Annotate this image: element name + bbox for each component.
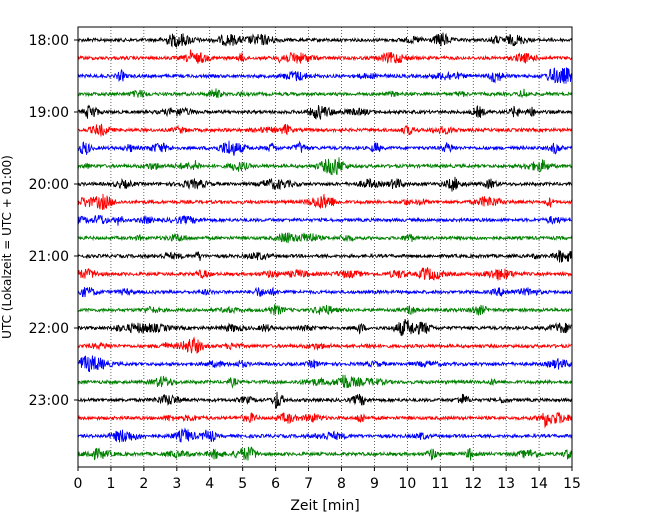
trace-2130 — [77, 286, 573, 298]
trace-2100 — [77, 249, 573, 263]
trace-1945 — [77, 157, 573, 176]
trace-2015 — [77, 193, 573, 210]
x-tick-label: 5 — [238, 476, 247, 492]
x-tick-label: 4 — [205, 476, 214, 492]
seismic-traces — [77, 32, 573, 461]
y-tick-label: 21:00 — [29, 249, 69, 265]
x-tick-label: 12 — [464, 476, 482, 492]
plot-frame — [77, 26, 573, 468]
trace-1915 — [77, 123, 573, 137]
grid-lines — [110, 27, 540, 467]
y-tick-label: 22:00 — [29, 321, 69, 337]
trace-1815 — [77, 49, 573, 64]
trace-1900 — [77, 104, 573, 120]
x-tick-label: 11 — [431, 476, 449, 492]
trace-2300 — [77, 391, 573, 409]
trace-1830 — [77, 67, 573, 84]
x-tick-label: 9 — [370, 476, 379, 492]
trace-2115 — [77, 267, 573, 281]
trace-2345 — [77, 446, 573, 461]
x-axis-ticks: 0 1 2 3 4 5 6 7 8 9 10 11 12 13 14 15 — [74, 467, 581, 492]
trace-2215 — [77, 336, 573, 354]
x-tick-label: 10 — [398, 476, 416, 492]
x-tick-label: 2 — [139, 476, 148, 492]
y-tick-label: 18:00 — [29, 33, 69, 49]
trace-1845 — [77, 88, 573, 99]
trace-2045 — [77, 232, 573, 244]
x-tick-label: 8 — [337, 476, 346, 492]
y-tick-label: 20:00 — [29, 177, 69, 193]
x-tick-label: 1 — [106, 476, 115, 492]
trace-2145 — [77, 304, 573, 316]
x-tick-label: 0 — [74, 476, 83, 492]
y-axis-label: UTC (Lokalzeit = UTC + 01:00) — [0, 155, 14, 339]
x-axis-label: Zeit [min] — [290, 498, 359, 514]
trace-2030 — [77, 214, 573, 226]
trace-2330 — [77, 427, 573, 443]
x-tick-label: 15 — [563, 476, 581, 492]
x-tick-label: 6 — [271, 476, 280, 492]
y-tick-label: 23:00 — [29, 393, 69, 409]
trace-1800 — [77, 32, 573, 48]
y-axis-ticks: 18:00 19:00 20:00 21:00 22:00 23:00 — [29, 33, 78, 409]
x-tick-label: 7 — [304, 476, 313, 492]
trace-2315 — [77, 411, 573, 429]
trace-2230 — [77, 355, 573, 372]
trace-2200 — [77, 319, 573, 337]
x-tick-label: 3 — [172, 476, 181, 492]
trace-2245 — [77, 374, 573, 389]
x-tick-label: 13 — [497, 476, 515, 492]
trace-1930 — [77, 140, 573, 156]
y-tick-label: 19:00 — [29, 105, 69, 121]
x-tick-label: 14 — [530, 476, 548, 492]
trace-2000 — [77, 176, 573, 192]
